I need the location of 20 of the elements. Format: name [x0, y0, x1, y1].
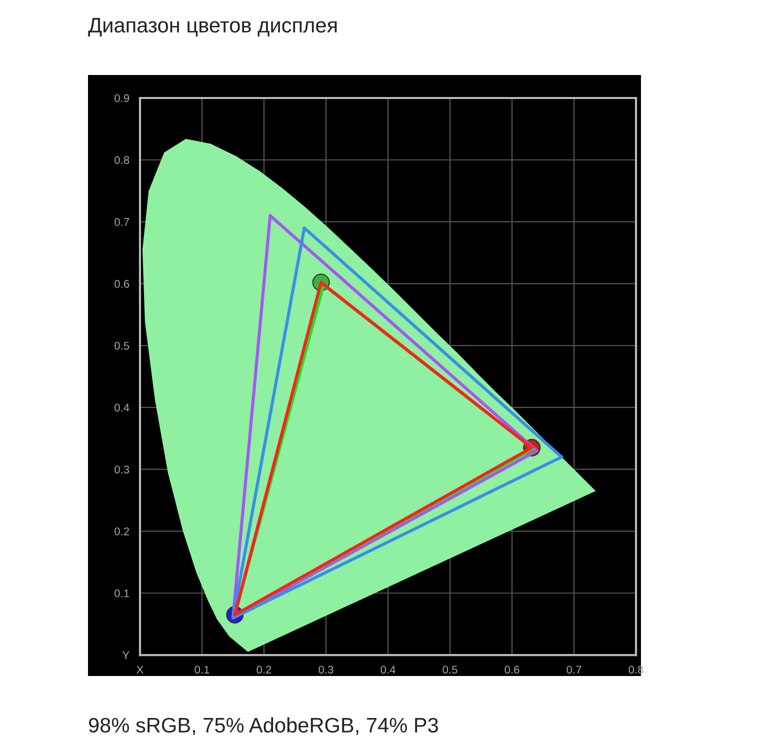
x-tick-label: 0.7 [566, 666, 582, 674]
y-tick-label: 0.5 [114, 342, 130, 350]
y-tick-label: 0.6 [114, 280, 130, 288]
y-tick-label: Y [122, 651, 130, 660]
x-tick-label: 0.2 [256, 666, 272, 674]
x-tick-label: 0.5 [442, 666, 458, 674]
y-tick-label: 0.4 [114, 404, 130, 412]
y-tick-label: 0.2 [114, 528, 130, 536]
x-tick-label: 0.1 [194, 666, 210, 674]
y-tick-label: 0.8 [114, 156, 130, 164]
x-tick-label: X [136, 666, 144, 674]
chart-title: Диапазон цветов дисплея [88, 18, 337, 37]
y-tick-label: 0.1 [114, 589, 130, 598]
x-tick-label: 0.6 [504, 666, 520, 674]
y-tick-label: 0.3 [114, 466, 130, 474]
y-tick-label: 0.9 [114, 94, 130, 102]
x-tick-label: 0.4 [380, 666, 396, 674]
y-tick-label: 0.7 [114, 218, 130, 226]
x-tick-label: 0.3 [318, 666, 334, 674]
text: 98% sRGB, 75% AdobeRGB, 74% P3 [88, 717, 438, 736]
